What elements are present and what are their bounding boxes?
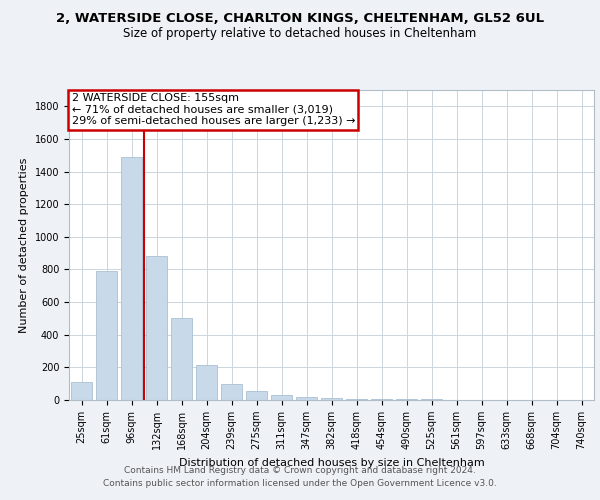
Bar bbox=[71, 382, 92, 400]
X-axis label: Distribution of detached houses by size in Cheltenham: Distribution of detached houses by size … bbox=[179, 458, 484, 468]
Bar bbox=[121, 157, 142, 400]
Bar bbox=[96, 271, 117, 400]
Bar bbox=[296, 397, 317, 400]
Text: Size of property relative to detached houses in Cheltenham: Size of property relative to detached ho… bbox=[124, 28, 476, 40]
Bar bbox=[196, 365, 217, 400]
Text: 2, WATERSIDE CLOSE, CHARLTON KINGS, CHELTENHAM, GL52 6UL: 2, WATERSIDE CLOSE, CHARLTON KINGS, CHEL… bbox=[56, 12, 544, 26]
Bar bbox=[246, 391, 267, 400]
Bar bbox=[171, 318, 192, 400]
Bar bbox=[321, 398, 342, 400]
Text: Contains HM Land Registry data © Crown copyright and database right 2024.
Contai: Contains HM Land Registry data © Crown c… bbox=[103, 466, 497, 487]
Bar bbox=[371, 399, 392, 400]
Bar bbox=[221, 384, 242, 400]
Y-axis label: Number of detached properties: Number of detached properties bbox=[19, 158, 29, 332]
Bar bbox=[146, 256, 167, 400]
Bar bbox=[346, 398, 367, 400]
Bar bbox=[271, 395, 292, 400]
Bar bbox=[396, 399, 417, 400]
Text: 2 WATERSIDE CLOSE: 155sqm
← 71% of detached houses are smaller (3,019)
29% of se: 2 WATERSIDE CLOSE: 155sqm ← 71% of detac… bbox=[71, 93, 355, 126]
